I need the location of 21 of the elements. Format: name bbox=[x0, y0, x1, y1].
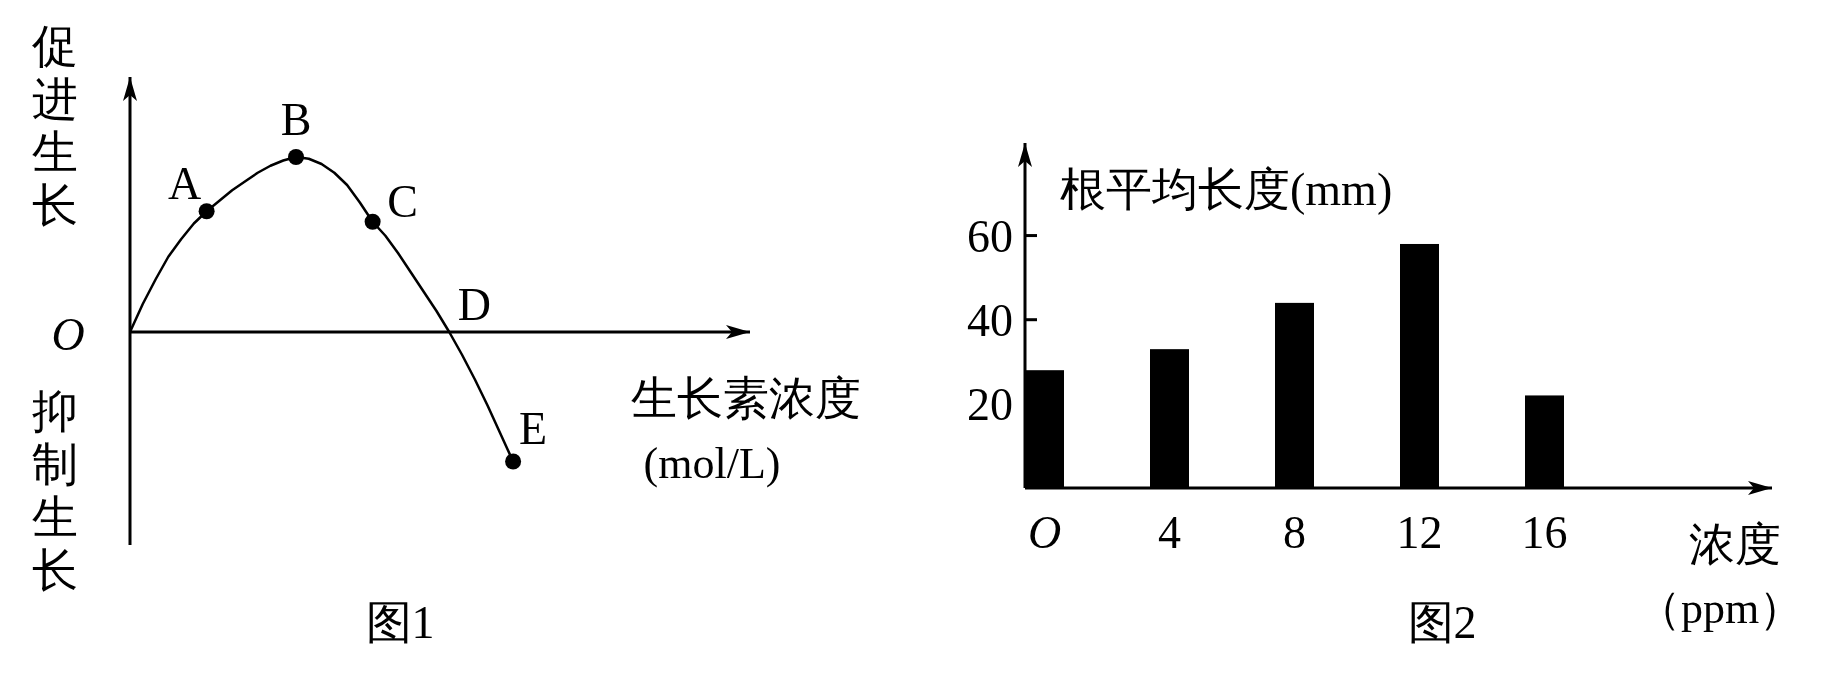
y-axis-title: 根平均长度(mm) bbox=[1060, 164, 1393, 215]
x-tick-label: 4 bbox=[1158, 507, 1181, 558]
annotation: E bbox=[519, 402, 548, 454]
text: 图1 bbox=[365, 597, 435, 648]
x-axis-title: 浓度（ppm） bbox=[1636, 519, 1804, 633]
y-tick-label: 40 bbox=[967, 294, 1013, 346]
y-tick-label: 60 bbox=[967, 210, 1013, 262]
annotation: D bbox=[457, 279, 491, 330]
x-axis-title: 生长素浓度(mol/L) bbox=[631, 373, 861, 488]
x-tick-label: 8 bbox=[1283, 507, 1306, 558]
text: 图2 bbox=[1407, 597, 1477, 648]
text: 抑制生长 bbox=[32, 386, 78, 596]
annotation: A bbox=[168, 158, 202, 210]
annotation: C bbox=[387, 175, 418, 227]
x-tick-label: O bbox=[1027, 507, 1062, 558]
text: B bbox=[280, 94, 312, 145]
x-tick-label: 12 bbox=[1396, 507, 1443, 558]
text: O bbox=[51, 309, 85, 360]
x-tick-label: 16 bbox=[1521, 507, 1568, 558]
y-tick-label: 20 bbox=[967, 378, 1013, 430]
y-axis-title: 促进生长 bbox=[32, 21, 78, 231]
